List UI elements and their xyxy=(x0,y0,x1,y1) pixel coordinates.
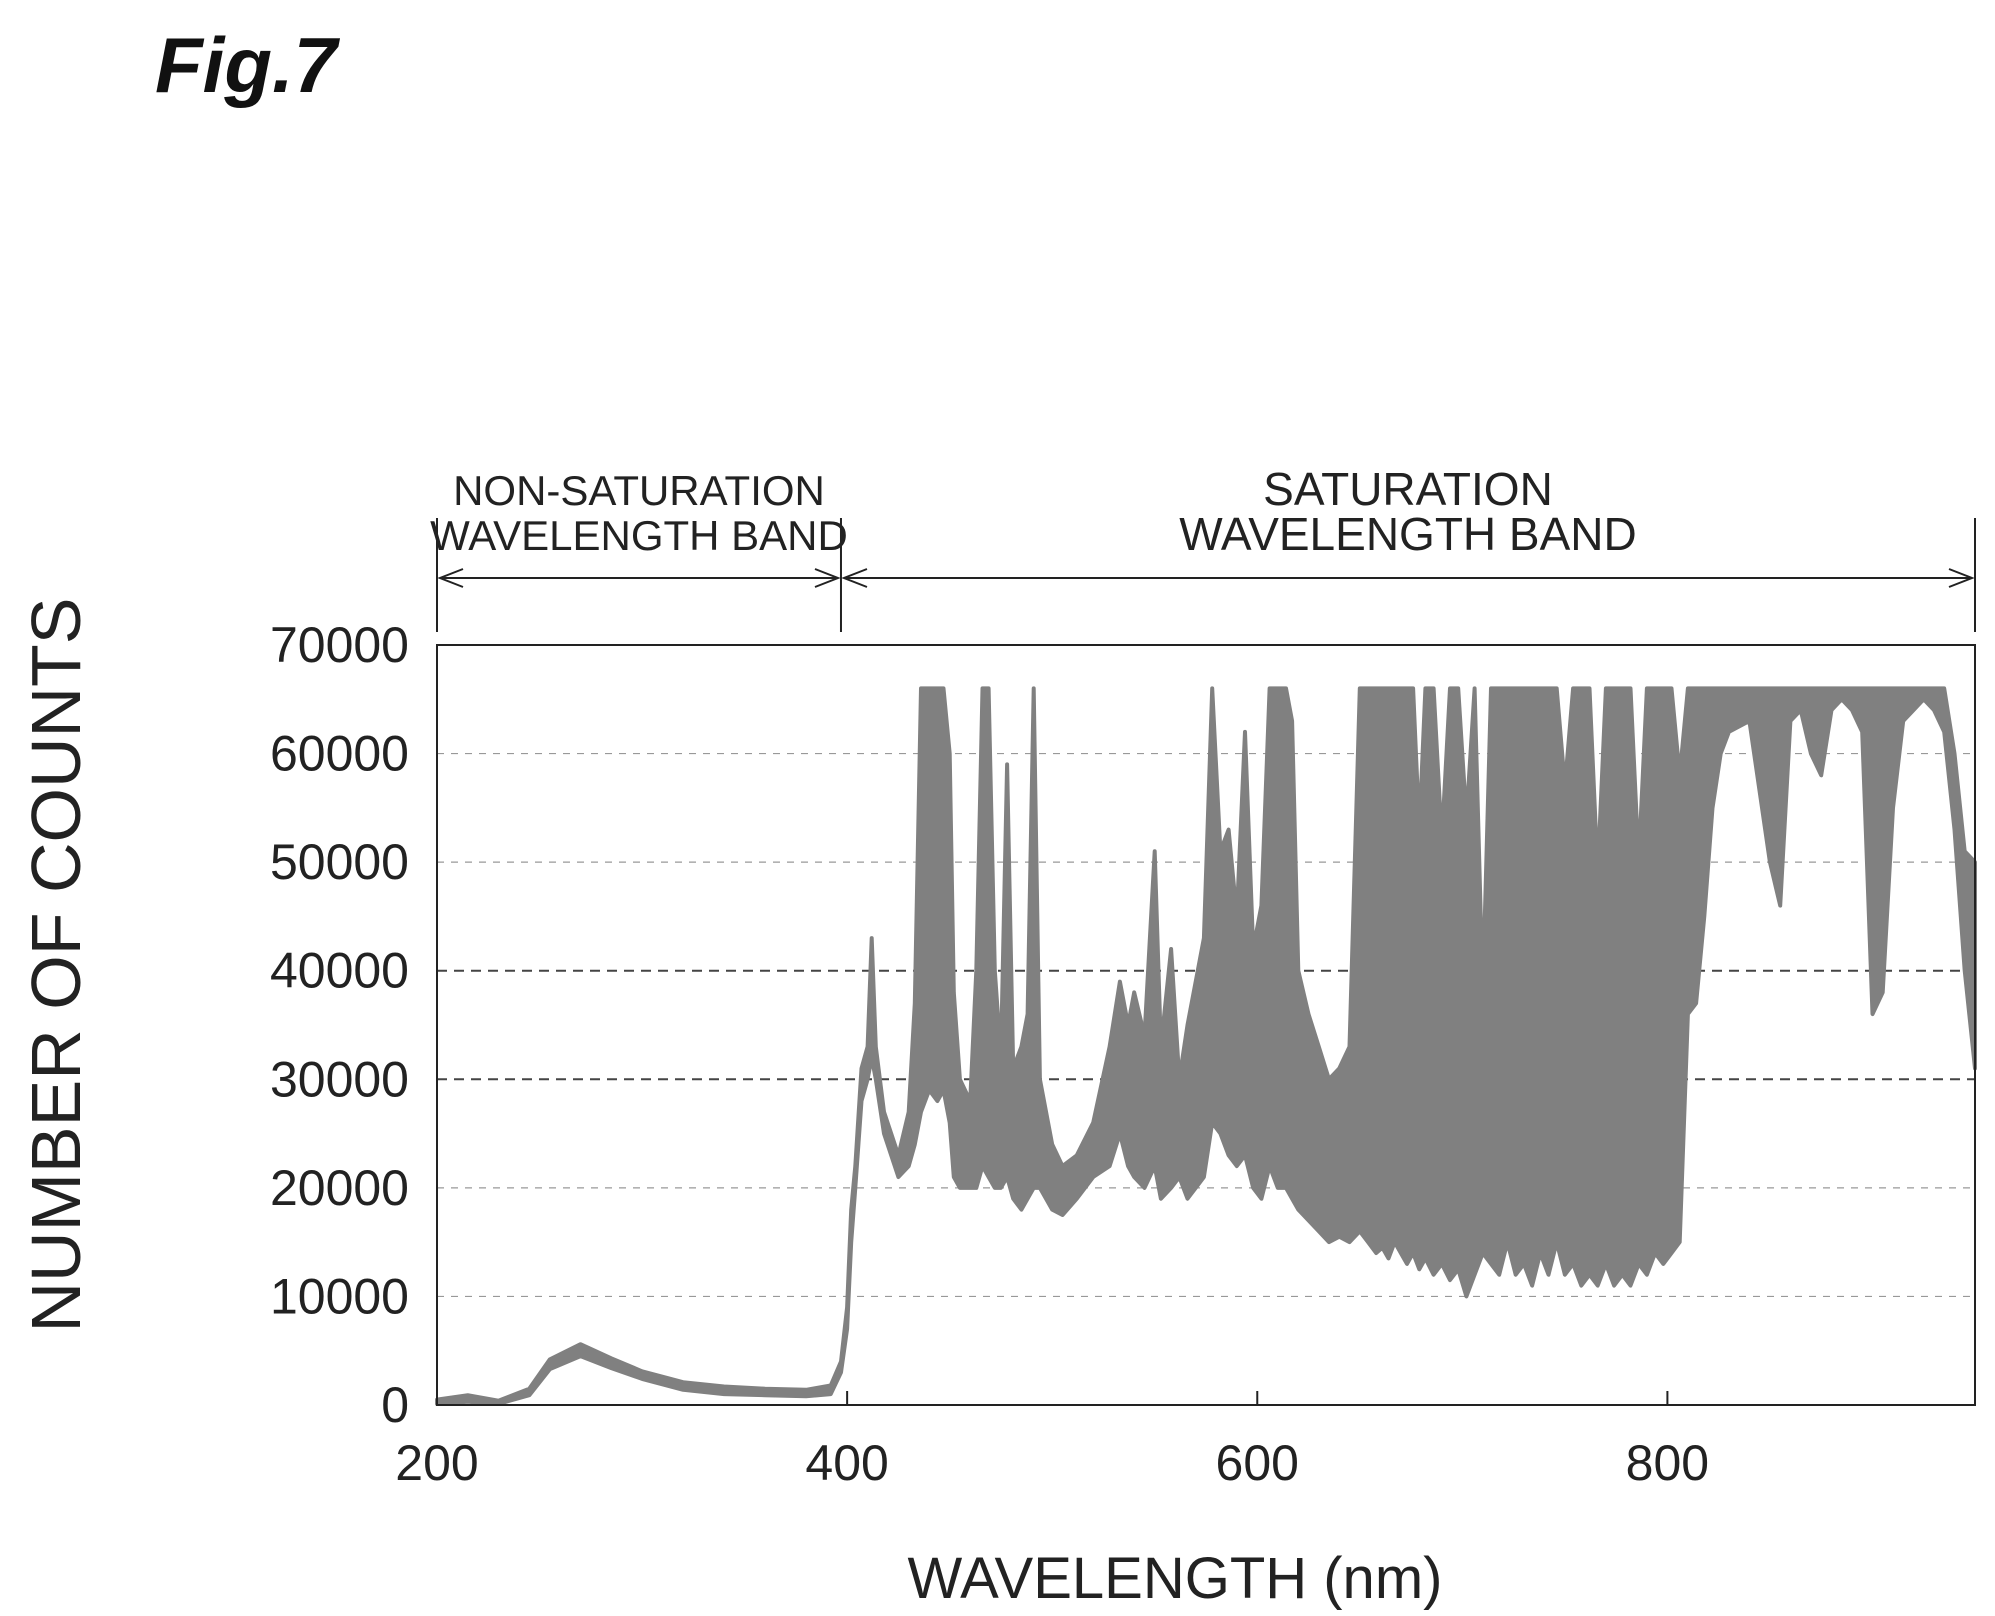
band-arrowhead-right xyxy=(1948,568,1975,588)
axis-ticks: 200 400 600 800 0 10000 20000 30000 40000 50000 60… xyxy=(270,617,1709,1491)
y-axis-label: NUMBER OF COUNTS xyxy=(17,598,95,1333)
band-arrowhead-left xyxy=(841,568,868,588)
x-axis-label: WAVELENGTH (nm) xyxy=(908,1546,1443,1611)
y-tick-label: 30000 xyxy=(270,1051,409,1107)
y-tick-label: 40000 xyxy=(270,943,409,999)
band-label-line1: SATURATION xyxy=(1263,463,1553,515)
y-tick-label: 20000 xyxy=(270,1160,409,1216)
figure-label: Fig.7 xyxy=(155,21,338,109)
y-tick-label: 10000 xyxy=(270,1268,409,1324)
x-tick-label: 800 xyxy=(1626,1435,1709,1491)
band-arrowhead-right xyxy=(814,568,841,588)
x-tick-label: 600 xyxy=(1216,1435,1299,1491)
y-tick-label: 70000 xyxy=(270,617,409,673)
band-label-line2: WAVELENGTH BAND xyxy=(430,512,848,559)
y-tick-label: 60000 xyxy=(270,726,409,782)
x-tick-label: 200 xyxy=(395,1435,478,1491)
band-arrowhead-left xyxy=(437,568,464,588)
plot-frame xyxy=(436,644,1976,1406)
band-label-line1: NON-SATURATION xyxy=(453,467,825,514)
x-tick-label: 400 xyxy=(805,1435,888,1491)
band-label-line2: WAVELENGTH BAND xyxy=(1179,508,1637,560)
y-tick-label: 50000 xyxy=(270,834,409,890)
y-tick-label: 0 xyxy=(381,1377,409,1433)
